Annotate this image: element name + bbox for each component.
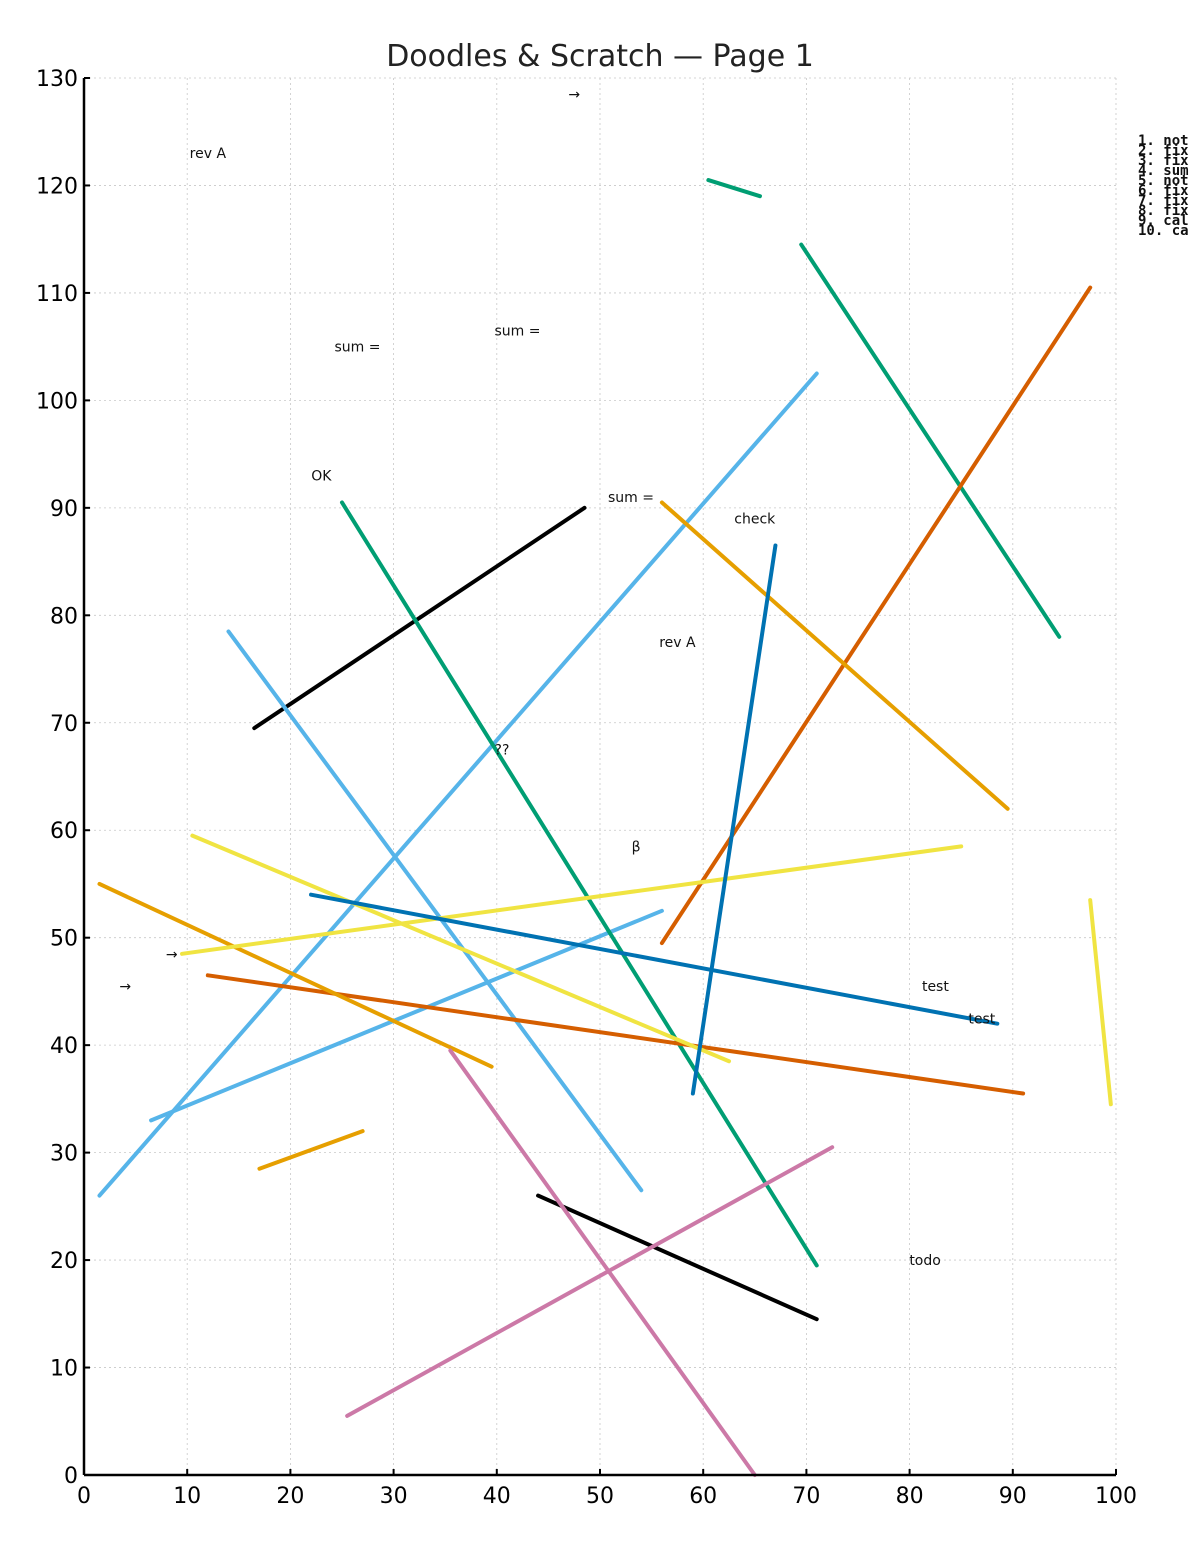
series-line-stroke-3 [97, 371, 819, 1198]
annotation-label: test [968, 1011, 995, 1027]
annotation-label: sum = [494, 324, 540, 340]
y-tick-label: 0 [64, 1464, 78, 1489]
side-note-item: 7. fix [1138, 193, 1189, 209]
grid-lines [83, 77, 1117, 1476]
y-tick-label: 130 [36, 67, 78, 92]
y-tick-label: 120 [36, 174, 78, 199]
x-tick-label: 0 [77, 1484, 91, 1509]
side-note-item: 5. not [1138, 173, 1189, 189]
series-line-stroke-16 [1088, 898, 1113, 1107]
x-tick-label: 70 [792, 1484, 820, 1509]
series-line-stroke-7 [799, 242, 1062, 639]
series-layer [97, 178, 1113, 1477]
y-tick-label: 40 [50, 1034, 78, 1059]
annotation-label: → [166, 947, 178, 963]
chart-title: Doodles & Scratch — Page 1 [386, 39, 814, 74]
annotation-label: rev A [659, 635, 696, 651]
series-line-stroke-2 [536, 1193, 819, 1322]
side-note-item: 6. fix [1138, 183, 1189, 199]
x-tick-label: 20 [276, 1484, 304, 1509]
axes: 0 10 20 30 40 50 60 70 80 90 100 0 10 20 30 40 50 60 70 80 9… [36, 67, 1137, 1509]
series-line-stroke-15 [180, 844, 964, 956]
y-tick-label: 100 [36, 389, 78, 414]
annotation-label: ?? [495, 743, 510, 759]
series-line-stroke-19 [448, 1048, 757, 1477]
annotations-layer: rev A → sum = sum = OK sum = check rev A?? β → → te… [119, 87, 995, 1269]
series-line-stroke-12 [97, 881, 494, 1069]
y-tick-label: 10 [50, 1357, 78, 1382]
annotation-label: rev A [190, 146, 227, 162]
series-line-stroke-1 [252, 505, 587, 731]
series-line-stroke-13 [257, 1129, 365, 1171]
annotation-label: sum = [608, 490, 654, 506]
annotation-label: sum = [334, 340, 380, 356]
annotation-label: OK [311, 469, 332, 485]
series-line-stroke-14 [190, 833, 731, 1064]
side-note-item: 4. sum [1138, 163, 1189, 179]
series-line-stroke-8 [706, 178, 762, 199]
y-tick-label: 30 [50, 1142, 78, 1167]
side-note-item: 8. fix [1138, 203, 1189, 219]
series-line-stroke-18 [690, 543, 778, 1096]
series-line-stroke-11 [659, 500, 1010, 811]
side-note-item: 10. ca [1138, 223, 1189, 239]
side-note-item: 2. fix [1138, 143, 1189, 159]
annotation-label: todo [909, 1253, 941, 1269]
x-tick-label: 30 [380, 1484, 408, 1509]
annotation-label: → [568, 87, 580, 103]
x-tick-label: 10 [173, 1484, 201, 1509]
y-tick-label: 110 [36, 282, 78, 307]
side-note-item: 3. fix [1138, 153, 1189, 169]
y-tick-label: 60 [50, 819, 78, 844]
side-note-item: 1. not [1138, 133, 1189, 149]
x-tick-label: 90 [999, 1484, 1027, 1509]
y-tick-label: 50 [50, 927, 78, 952]
annotation-label: check [734, 512, 776, 528]
x-tick-label: 100 [1095, 1484, 1137, 1509]
y-tick-label: 70 [50, 712, 78, 737]
side-note-item: 9. cal [1138, 213, 1189, 229]
x-tick-label: 80 [896, 1484, 924, 1509]
series-line-stroke-4 [226, 629, 644, 1193]
x-tick-label: 60 [689, 1484, 717, 1509]
annotation-label: β [632, 839, 641, 855]
series-line-stroke-10 [205, 973, 1026, 1096]
series-line-stroke-6 [340, 500, 819, 1268]
series-line-stroke-17 [309, 892, 1000, 1026]
series-line-stroke-20 [345, 1145, 835, 1418]
annotation-label: test [922, 979, 949, 995]
x-tick-label: 40 [483, 1484, 511, 1509]
x-tick-label: 50 [586, 1484, 614, 1509]
y-tick-label: 90 [50, 497, 78, 522]
y-tick-label: 80 [50, 604, 78, 629]
y-tick-label: 20 [50, 1249, 78, 1274]
annotation-label: → [119, 979, 131, 995]
